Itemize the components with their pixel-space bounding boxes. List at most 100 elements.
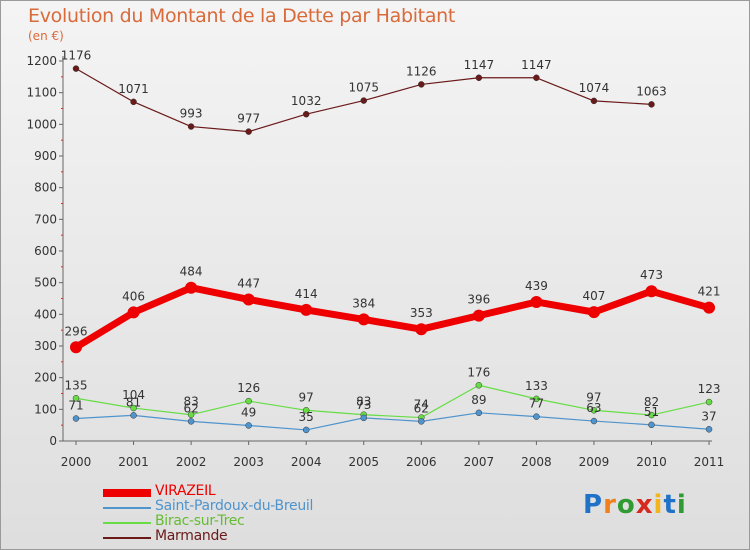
data-label: 447	[237, 276, 260, 290]
logo-letter: P	[583, 490, 604, 520]
data-point	[705, 426, 713, 433]
data-label: 1126	[406, 64, 437, 78]
data-label: 83	[183, 395, 198, 409]
data-point	[475, 74, 483, 82]
logo-letter: i	[653, 490, 664, 520]
y-tick-label: 1200	[26, 54, 57, 68]
data-point	[302, 407, 310, 414]
x-tick-label: 2008	[521, 455, 552, 469]
data-label: 484	[180, 265, 203, 279]
data-point	[300, 303, 313, 316]
data-point	[475, 382, 483, 389]
y-tick-label: 500	[34, 276, 57, 290]
data-point	[590, 417, 598, 425]
data-label: 977	[237, 112, 260, 126]
data-point	[245, 422, 252, 429]
y-tick-label: 1100	[26, 86, 57, 100]
data-label: 135	[65, 378, 88, 392]
series-line-birac-sur-trec	[75, 384, 710, 419]
data-point	[302, 110, 310, 118]
data-label: 396	[467, 293, 490, 307]
y-tick-label: 200	[34, 371, 57, 385]
data-point	[357, 313, 370, 326]
data-point	[360, 97, 367, 104]
y-tick-label: 900	[34, 149, 57, 163]
data-point	[70, 341, 82, 354]
data-label: 82	[644, 395, 659, 409]
data-label: 97	[586, 390, 601, 404]
legend-swatch	[103, 489, 151, 497]
data-point	[418, 81, 425, 88]
data-point	[72, 415, 80, 422]
data-point	[590, 407, 598, 414]
data-label: 35	[299, 410, 314, 424]
x-tick-label: 2007	[464, 455, 495, 469]
x-tick-label: 2009	[579, 455, 610, 469]
data-label: 71	[68, 399, 83, 413]
logo-letter: o	[616, 490, 636, 520]
data-label: 83	[356, 395, 371, 409]
data-point	[130, 404, 137, 412]
data-label: 63	[586, 401, 601, 415]
data-label: 473	[640, 268, 663, 282]
data-label: 1074	[579, 81, 610, 95]
data-label: 1147	[464, 58, 495, 72]
y-tick-label: 400	[34, 307, 57, 321]
data-label: 97	[299, 390, 314, 404]
data-label: 62	[414, 401, 429, 415]
x-tick-label: 2000	[61, 455, 92, 469]
data-point	[418, 418, 425, 425]
data-label: 74	[414, 398, 429, 412]
data-point	[645, 285, 658, 298]
data-label: 62	[183, 401, 198, 415]
legend-label: Saint-Pardoux-du-Breuil	[155, 498, 314, 514]
data-label: 407	[582, 289, 605, 303]
data-label: 77	[529, 397, 544, 411]
y-tick-label: 300	[34, 339, 57, 353]
x-tick-label: 2004	[291, 455, 322, 469]
y-tick-label: 1000	[26, 117, 57, 131]
data-label: 1032	[291, 94, 322, 108]
y-tick-label: 100	[34, 402, 57, 416]
x-tick-label: 2003	[233, 455, 264, 469]
legend-label: Birac-sur-Trec	[155, 513, 245, 529]
logo-letter: t	[663, 490, 677, 520]
y-tick-label: 600	[34, 244, 57, 258]
logo-letter: r	[603, 490, 617, 520]
data-label: 406	[122, 289, 145, 303]
logo-letter: x	[635, 490, 654, 520]
data-point	[245, 128, 252, 135]
data-label: 993	[180, 107, 203, 121]
data-label: 1075	[348, 81, 379, 95]
data-label: 133	[525, 379, 548, 393]
series-line-saint-pardoux-du-breuil	[75, 412, 710, 431]
data-label: 126	[237, 381, 260, 395]
x-tick-label: 2001	[118, 455, 149, 469]
series-line-virazeil	[72, 284, 713, 351]
data-point	[533, 74, 540, 82]
data-label: 414	[295, 287, 318, 301]
data-point	[187, 123, 195, 130]
chart-unit: (en €)	[28, 29, 64, 43]
data-label: 81	[126, 395, 141, 409]
data-point	[187, 411, 195, 418]
data-point	[648, 421, 655, 429]
data-label: 296	[65, 324, 88, 338]
data-label: 51	[644, 405, 659, 419]
data-point	[648, 101, 655, 108]
legend-swatch	[103, 537, 151, 539]
data-point	[533, 395, 540, 403]
data-point	[475, 409, 483, 417]
y-tick-label: 700	[34, 212, 57, 226]
data-point	[587, 306, 600, 319]
data-label: 104	[122, 388, 145, 402]
legend-swatch	[103, 507, 151, 509]
data-label: 1071	[118, 82, 149, 96]
data-point	[472, 309, 485, 322]
data-label: 89	[471, 393, 486, 407]
data-point	[705, 398, 713, 406]
data-point	[242, 293, 255, 306]
data-point	[302, 426, 310, 434]
